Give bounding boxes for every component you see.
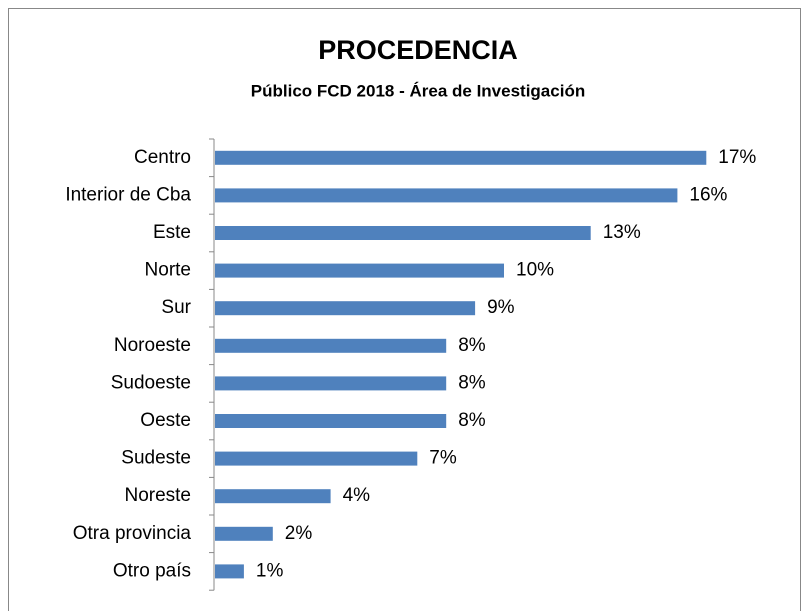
value-label: 7%: [429, 448, 457, 469]
value-label: 8%: [458, 410, 486, 431]
bar: [215, 188, 678, 203]
category-label: Noroeste: [114, 335, 191, 356]
category-label: Sur: [161, 297, 191, 318]
category-label: Otra provincia: [73, 523, 192, 544]
category-label: Este: [153, 222, 191, 243]
value-label: 17%: [718, 147, 756, 168]
category-label: Interior de Cba: [65, 184, 191, 205]
value-label: 16%: [689, 184, 727, 205]
bar: [215, 226, 591, 240]
bar: [215, 150, 707, 165]
value-label: 8%: [458, 372, 486, 393]
bar: [215, 338, 447, 353]
value-label: 1%: [256, 560, 284, 581]
category-label: Sudoeste: [111, 372, 191, 393]
value-label: 4%: [343, 485, 371, 506]
category-label: Centro: [134, 147, 191, 168]
value-label: 10%: [516, 260, 554, 281]
bar: [215, 376, 447, 391]
bar: [215, 526, 273, 541]
category-label: Oeste: [140, 410, 191, 431]
value-label: 8%: [458, 335, 486, 356]
chart-title: PROCEDENCIA: [318, 35, 518, 65]
category-label: Norte: [145, 260, 191, 281]
bar: [215, 301, 476, 316]
bar: [215, 489, 331, 504]
bar: [215, 414, 447, 428]
category-label: Sudeste: [121, 448, 191, 469]
value-label: 13%: [603, 222, 641, 243]
category-label: Otro país: [113, 560, 191, 581]
bar: [215, 564, 244, 579]
bar: [215, 263, 504, 278]
category-label: Noreste: [124, 485, 191, 506]
value-label: 2%: [285, 523, 313, 544]
value-label: 9%: [487, 297, 515, 318]
chart-subtitle: Público FCD 2018 - Área de Investigación: [251, 81, 585, 100]
bar: [215, 451, 418, 466]
